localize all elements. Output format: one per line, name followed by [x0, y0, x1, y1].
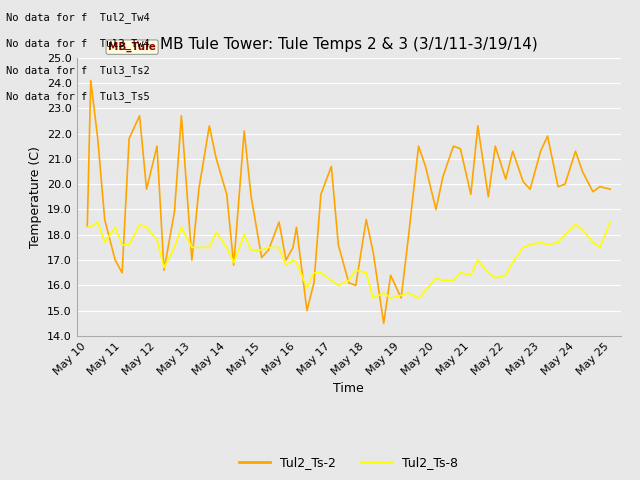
Legend: Tul2_Ts-2, Tul2_Ts-8: Tul2_Ts-2, Tul2_Ts-8 — [234, 452, 463, 475]
X-axis label: Time: Time — [333, 383, 364, 396]
Title: MB Tule Tower: Tule Temps 2 & 3 (3/1/11-3/19/14): MB Tule Tower: Tule Temps 2 & 3 (3/1/11-… — [160, 37, 538, 52]
Text: No data for f  Tul3_Ts5: No data for f Tul3_Ts5 — [6, 91, 150, 102]
Text: No data for f  Tul2_Tw4: No data for f Tul2_Tw4 — [6, 12, 150, 23]
Text: No data for f  Tul3_Ts2: No data for f Tul3_Ts2 — [6, 65, 150, 76]
Y-axis label: Temperature (C): Temperature (C) — [29, 146, 42, 248]
Text: No data for f  Tul3_Tw4: No data for f Tul3_Tw4 — [6, 38, 150, 49]
Text: MB_Tule: MB_Tule — [108, 42, 156, 52]
